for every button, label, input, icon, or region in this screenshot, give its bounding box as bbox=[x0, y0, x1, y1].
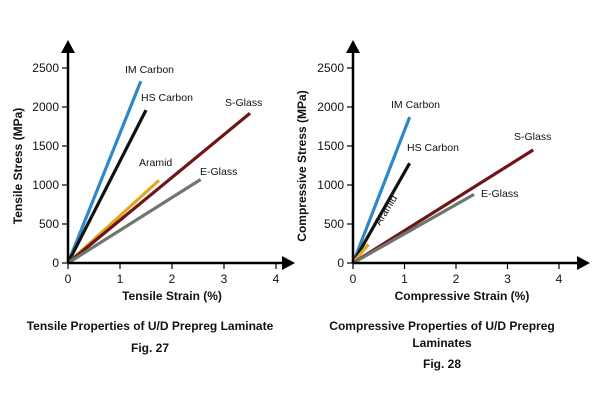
series-line-hs-carbon bbox=[66, 109, 148, 264]
figure-number: Fig. 27 bbox=[131, 341, 169, 355]
series-label-hs-carbon: HS Carbon bbox=[141, 92, 193, 104]
y-tick-label: 500 bbox=[39, 217, 59, 231]
y-tick-label: 0 bbox=[337, 256, 344, 270]
series-label-im-carbon: IM Carbon bbox=[125, 64, 174, 76]
series-label-s-glass: S-Glass bbox=[225, 97, 262, 109]
compressive-chart: Compressive Stress (MPa) Compressive Str… bbox=[295, 40, 590, 371]
chart-caption: Compressive Properties of U/D Prepreg bbox=[329, 319, 554, 333]
series-label-hs-carbon: HS Carbon bbox=[407, 142, 459, 154]
series-line-im-carbon bbox=[66, 80, 143, 264]
y-axis-arrow bbox=[346, 40, 360, 53]
y-tick-label: 1000 bbox=[32, 178, 59, 192]
x-tick-label: 1 bbox=[117, 272, 124, 286]
x-axis-label: Compressive Strain (%) bbox=[395, 289, 530, 303]
y-tick-label: 1500 bbox=[32, 139, 59, 153]
y-tick-label: 2500 bbox=[32, 61, 59, 75]
y-tick-label: 2000 bbox=[32, 100, 59, 114]
chart-caption: Tensile Properties of U/D Prepreg Lamina… bbox=[27, 319, 274, 333]
x-tick-label: 2 bbox=[453, 272, 460, 286]
y-axis-arrow bbox=[61, 40, 75, 53]
y-tick-label: 1500 bbox=[317, 139, 344, 153]
y-tick-label: 2500 bbox=[317, 61, 344, 75]
x-axis-arrow bbox=[282, 256, 295, 270]
series-label-im-carbon: IM Carbon bbox=[391, 99, 440, 111]
tensile-chart: Tensile Stress (MPa) Tensile Strain (%) … bbox=[11, 40, 295, 355]
series-label-aramid: Aramid bbox=[139, 157, 172, 169]
series-line-e-glass bbox=[67, 178, 202, 265]
y-axis-label: Tensile Stress (MPa) bbox=[11, 108, 25, 224]
y-axis-label: Compressive Stress (MPa) bbox=[295, 90, 309, 241]
x-tick-label: 4 bbox=[556, 272, 563, 286]
series-label-s-glass: S-Glass bbox=[514, 131, 551, 143]
series-line-e-glass bbox=[352, 192, 475, 265]
series-line-hs-carbon bbox=[351, 162, 412, 264]
chart-caption-line2: Laminates bbox=[412, 336, 472, 350]
y-tick-label: 500 bbox=[324, 217, 344, 231]
x-tick-label: 1 bbox=[401, 272, 408, 286]
x-tick-label: 3 bbox=[504, 272, 511, 286]
series-label-e-glass: E-Glass bbox=[481, 188, 518, 200]
x-axis-arrow bbox=[577, 256, 590, 270]
x-tick-label: 0 bbox=[350, 272, 357, 286]
series-label-e-glass: E-Glass bbox=[200, 166, 237, 178]
figure-number: Fig. 28 bbox=[423, 357, 461, 371]
x-tick-label: 4 bbox=[273, 272, 280, 286]
y-tick-label: 0 bbox=[52, 256, 59, 270]
x-axis-label: Tensile Strain (%) bbox=[122, 289, 222, 303]
y-tick-label: 2000 bbox=[317, 100, 344, 114]
series-line-im-carbon bbox=[351, 116, 412, 264]
series-line-s-glass bbox=[66, 112, 252, 265]
x-tick-label: 2 bbox=[169, 272, 176, 286]
x-tick-label: 0 bbox=[65, 272, 72, 286]
y-tick-label: 1000 bbox=[317, 178, 344, 192]
x-tick-label: 3 bbox=[221, 272, 228, 286]
